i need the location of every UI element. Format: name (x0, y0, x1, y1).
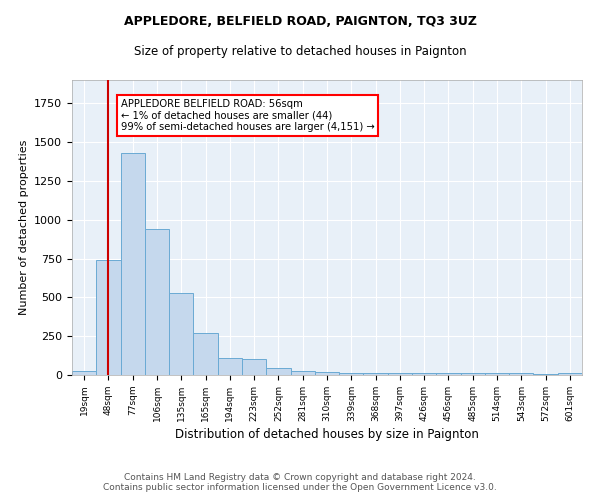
Bar (169, 292, 193, 375)
Bar (533, 374, 558, 375)
Bar (509, 374, 533, 375)
Text: Size of property relative to detached houses in Paignton: Size of property relative to detached ho… (134, 45, 466, 58)
Bar (242, 360, 266, 375)
Bar (485, 374, 509, 375)
Bar (96, 260, 121, 375)
Text: Contains HM Land Registry data © Crown copyright and database right 2024.
Contai: Contains HM Land Registry data © Crown c… (103, 473, 497, 492)
Bar (461, 374, 485, 375)
Bar (364, 372, 388, 375)
Bar (218, 358, 242, 375)
Bar (72, 370, 96, 375)
Text: APPLEDORE BELFIELD ROAD: 56sqm
← 1% of detached houses are smaller (44)
99% of s: APPLEDORE BELFIELD ROAD: 56sqm ← 1% of d… (121, 98, 374, 132)
Bar (412, 374, 436, 375)
Text: APPLEDORE, BELFIELD ROAD, PAIGNTON, TQ3 3UZ: APPLEDORE, BELFIELD ROAD, PAIGNTON, TQ3 … (124, 15, 476, 28)
Bar (315, 372, 339, 375)
Bar (121, 153, 145, 375)
X-axis label: Distribution of detached houses by size in Paignton: Distribution of detached houses by size … (175, 428, 479, 441)
Bar (193, 333, 218, 375)
Bar (388, 374, 412, 375)
Bar (266, 368, 290, 375)
Bar (145, 229, 169, 375)
Y-axis label: Number of detached properties: Number of detached properties (19, 140, 29, 315)
Bar (290, 371, 315, 375)
Bar (339, 372, 364, 375)
Bar (558, 374, 582, 375)
Bar (436, 374, 461, 375)
